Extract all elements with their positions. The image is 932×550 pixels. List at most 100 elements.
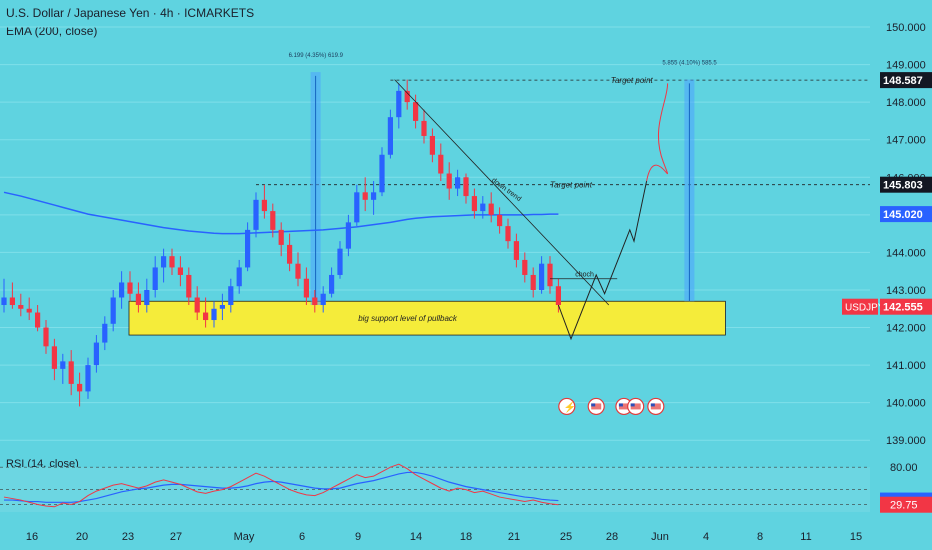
candle-body-10 [85,365,91,392]
x-tick-1: 20 [76,531,88,543]
x-tick-9: 21 [508,531,520,543]
candle-body-24 [203,312,209,321]
candle-body-29 [245,229,251,268]
candle-body-1 [9,297,15,306]
candle-body-23 [194,297,200,313]
candle-body-5 [43,327,49,347]
candle-body-2 [18,305,24,309]
lightning-event-icon-glyph: ⚡ [564,400,576,413]
rsi-ma-line [4,471,559,503]
candle-body-28 [236,267,242,287]
candle-body-58 [488,203,494,215]
rsi-badge-2 [880,496,932,513]
candle-body-26 [219,305,225,309]
candle-body-20 [169,256,175,268]
ticker-label: USDJPY [845,303,885,314]
support-zone [128,300,726,336]
price-badge-1 [880,176,932,193]
candle-body-15 [127,282,133,294]
candle-body-25 [211,308,217,321]
candle-body-64 [539,263,545,290]
price-tick-1: 149.000 [886,60,926,72]
rsi-tick-0: 80.00 [890,462,918,474]
target-label-2: Target point [550,181,593,190]
candle-body-7 [60,361,66,369]
x-tick-5: 6 [299,531,305,543]
candle-body-12 [102,323,108,343]
candle-body-33 [278,229,284,245]
candle-body-66 [555,286,561,306]
x-tick-16: 15 [850,531,862,543]
downtrend-line [394,79,610,306]
us-flag-event-icon-3-stripes [630,403,641,410]
price-tick-0: 150.000 [886,22,926,34]
price-badge-3 [880,298,932,315]
candle-body-38 [320,293,326,306]
us-flag-event-icon-canton [591,403,596,407]
target-label-1: Target point [611,76,654,85]
price-badge-label-2: 145.020 [883,209,923,221]
choch-label: choch [575,272,594,279]
x-tick-15: 11 [800,531,811,543]
us-flag-event-icon-4-canton [650,403,655,407]
candle-body-57 [480,203,486,212]
x-tick-10: 25 [560,531,572,543]
candle-body-13 [110,297,116,324]
candle-body-44 [371,192,377,200]
candle-body-40 [337,248,343,275]
candle-body-47 [396,90,402,118]
candle-body-43 [362,192,368,200]
candle-body-46 [387,117,393,155]
candle-body-14 [119,282,125,298]
candle-body-4 [35,312,41,328]
candle-body-3 [26,308,32,313]
price-tick-11: 139.000 [886,435,926,447]
candle-body-27 [228,286,234,306]
candle-body-35 [295,263,301,279]
price-badge-0 [880,72,932,89]
candle-body-32 [270,211,276,230]
candle-body-16 [135,293,141,306]
candle-body-51 [429,135,435,155]
candle-body-37 [312,297,318,306]
price-tick-2: 148.000 [886,97,926,109]
candle-body-52 [438,154,444,174]
price-tick-8: 142.000 [886,323,926,335]
x-tick-11: 28 [606,531,618,543]
candle-body-0 [1,297,7,306]
candle-body-49 [413,102,419,121]
rsi-line [3,463,559,508]
candle-body-61 [513,241,519,260]
candle-body-62 [522,259,528,275]
candle-body-54 [455,177,461,189]
downtrend-label: down trend [490,177,522,203]
candle-body-53 [446,173,452,189]
us-flag-event-icon-2-canton [618,403,623,407]
price-tick-6: 144.000 [886,247,926,259]
candle-body-11 [93,342,99,366]
support-zone-label: big support level of pullback [358,314,458,323]
candle-body-34 [287,244,293,264]
x-tick-13: 4 [703,531,709,543]
measure-label-1: 6.199 (4.35%) 619.9 [289,53,344,59]
x-tick-6: 9 [355,531,361,543]
candle-body-22 [186,274,192,298]
candle-body-56 [471,196,477,212]
candle-body-21 [177,267,183,275]
symbol-title: U.S. Dollar / Japanese Yen · 4h · ICMARK… [6,6,255,20]
price-badge-label-0: 148.587 [883,75,923,87]
candle-body-31 [261,199,267,212]
candle-body-41 [345,222,351,249]
candle-body-48 [404,90,410,103]
candle-body-19 [161,256,167,268]
us-flag-event-icon-4-stripes [650,403,661,410]
us-flag-event-icon-2-stripes [618,403,629,410]
price-badge-label-1: 145.803 [883,180,923,192]
x-tick-3: 27 [170,531,182,543]
candle-body-50 [421,120,427,136]
candle-body-45 [379,154,385,193]
candle-body-9 [77,383,83,392]
us-flag-event-icon-stripes [591,403,602,410]
candle-body-36 [303,278,309,298]
